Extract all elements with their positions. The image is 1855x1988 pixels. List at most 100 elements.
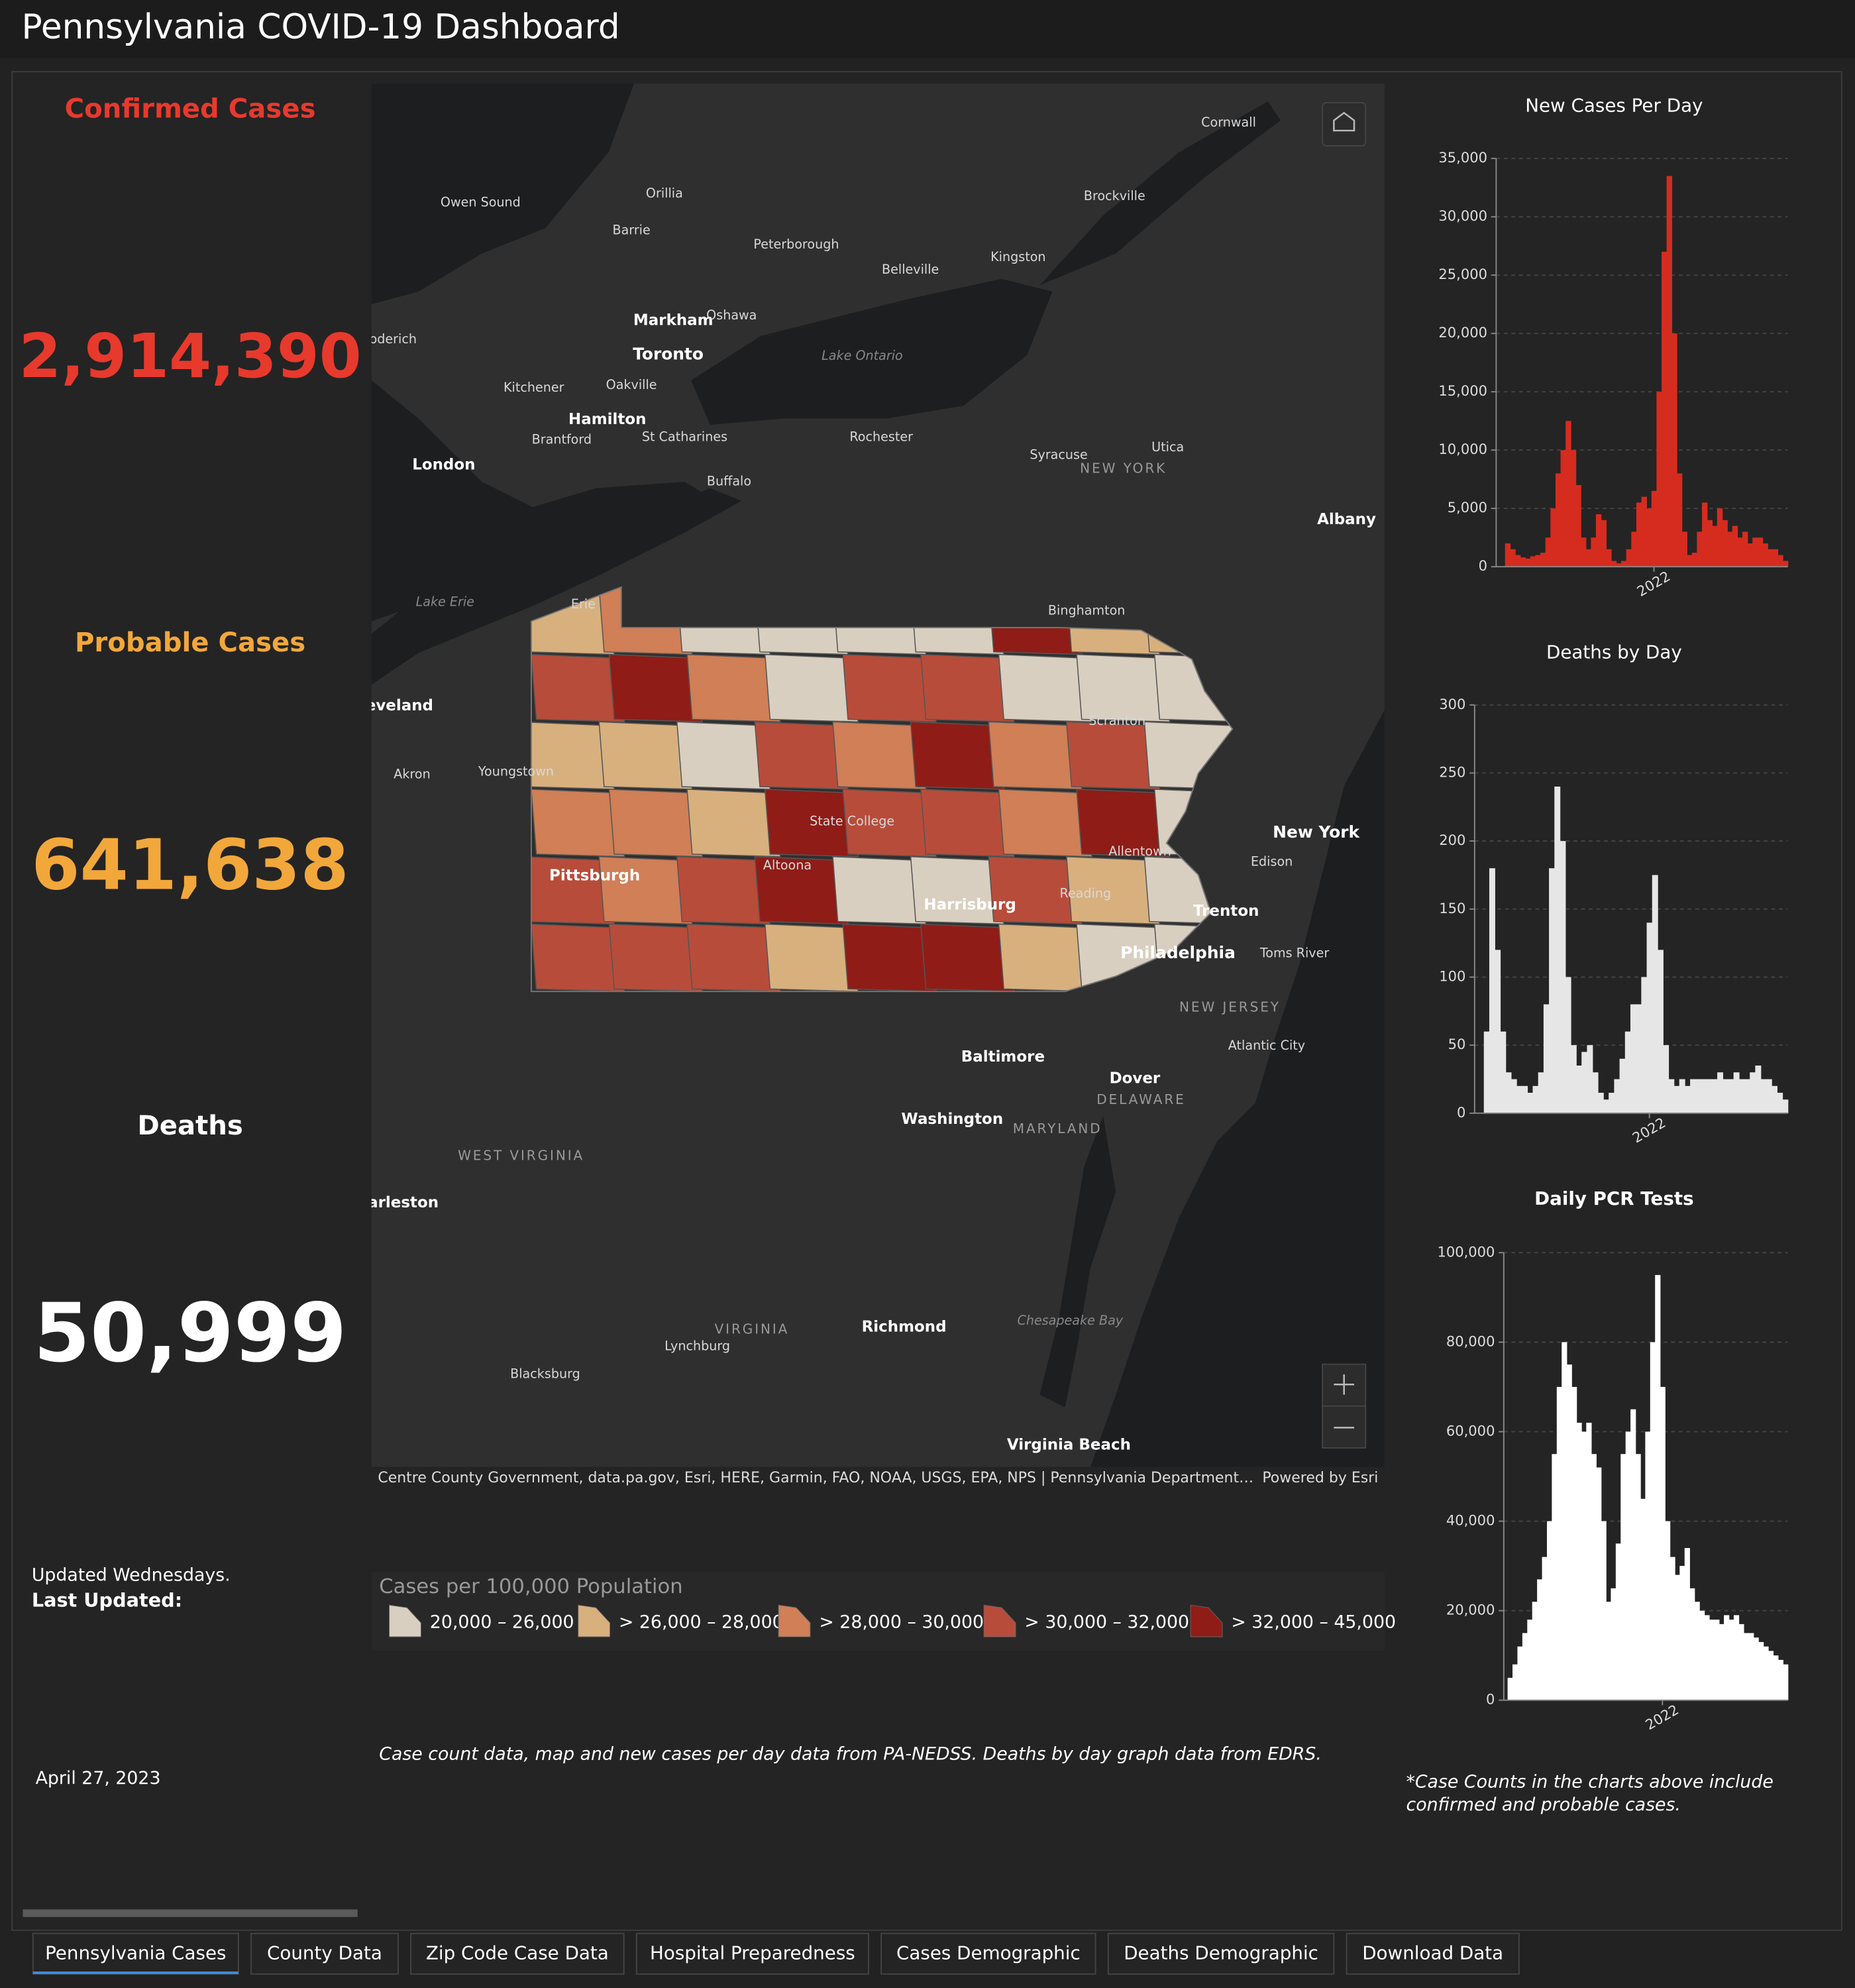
county[interactable]	[998, 923, 1092, 992]
chart-title: Daily PCR Tests	[1534, 1187, 1694, 1209]
place-label: Richmond	[862, 1319, 947, 1336]
chesapeake-bay	[1039, 1115, 1116, 1408]
bar	[1777, 555, 1783, 567]
county[interactable]	[531, 653, 625, 723]
tab[interactable]	[880, 1932, 1096, 1975]
place-label: Peterborough	[753, 237, 839, 252]
place-label: Oakville	[606, 377, 657, 392]
bar	[1684, 1085, 1691, 1113]
county[interactable]	[764, 923, 859, 992]
bar	[1555, 473, 1562, 567]
bar	[1530, 556, 1536, 567]
scrollbar[interactable]	[23, 1909, 358, 1917]
state-outline	[530, 586, 1234, 993]
y-tick-label: 100	[1439, 967, 1465, 984]
bar	[1591, 537, 1597, 567]
county[interactable]	[608, 653, 703, 723]
tab[interactable]	[410, 1932, 625, 1975]
bar	[1500, 1031, 1507, 1113]
legend-label: > 26,000 – 28,000	[619, 1612, 784, 1632]
bar	[1697, 531, 1703, 567]
bar	[1630, 1004, 1636, 1113]
county[interactable]	[686, 653, 781, 723]
county[interactable]	[842, 789, 937, 857]
place-label: Orillia	[646, 186, 683, 201]
county[interactable]	[764, 653, 859, 723]
y-tick-label: 50	[1448, 1036, 1466, 1052]
bar	[1655, 1275, 1661, 1700]
county[interactable]	[1076, 653, 1171, 723]
bar	[1489, 868, 1495, 1113]
county[interactable]	[842, 653, 937, 723]
county[interactable]	[920, 653, 1015, 723]
bar	[1597, 1093, 1604, 1113]
bar	[1549, 868, 1556, 1113]
y-tick-label: 200	[1439, 832, 1465, 848]
county[interactable]	[920, 789, 1015, 857]
home-button[interactable]	[1322, 102, 1367, 146]
county[interactable]	[998, 653, 1092, 723]
tab[interactable]	[1107, 1932, 1335, 1975]
county[interactable]	[686, 789, 781, 857]
bar	[1592, 1072, 1599, 1113]
chart: Daily PCR Tests 0 20,000 40,000 60,000 80,000…	[1437, 1187, 1789, 1733]
bar	[1650, 1342, 1656, 1700]
place-label: Altoona	[763, 857, 812, 873]
county[interactable]	[998, 789, 1092, 857]
bar	[1510, 549, 1516, 567]
y-tick-label: 20,000	[1446, 1602, 1495, 1618]
bar	[1699, 1610, 1705, 1700]
county[interactable]	[531, 789, 625, 857]
bar	[1560, 841, 1566, 1113]
bar	[1609, 1093, 1615, 1113]
map[interactable]: Cornwall Owen Sound Orillia Brockville Barri…	[366, 83, 1385, 1467]
county[interactable]	[764, 789, 859, 857]
place-label: Allentown	[1108, 844, 1171, 859]
county[interactable]	[531, 923, 625, 992]
bar	[1625, 1431, 1631, 1700]
bar	[1595, 514, 1602, 567]
tab[interactable]	[635, 1932, 869, 1975]
bar	[1606, 1602, 1612, 1700]
county[interactable]	[608, 789, 703, 857]
county[interactable]	[920, 923, 1015, 992]
place-label: Trenton	[1193, 903, 1259, 920]
bar	[1543, 1004, 1550, 1113]
y-tick-label: 150	[1439, 900, 1465, 916]
place-label: Barrie	[612, 223, 650, 238]
county[interactable]	[686, 923, 781, 992]
county[interactable]	[842, 923, 937, 992]
tab-label: Deaths Demographic	[1124, 1942, 1318, 1963]
bar	[1712, 525, 1718, 567]
tab-label: Hospital Preparedness	[650, 1942, 855, 1963]
tab[interactable]	[32, 1932, 239, 1975]
kpi-value: 641,638	[31, 824, 348, 905]
bar	[1514, 555, 1521, 567]
bar	[1691, 553, 1698, 567]
bar	[1676, 473, 1683, 567]
bar	[1606, 549, 1612, 567]
source-note: Case count data, map and new cases per d…	[379, 1743, 1322, 1764]
bar	[1545, 537, 1552, 567]
update-date: April 27, 2023	[36, 1768, 161, 1789]
tab[interactable]	[250, 1932, 399, 1975]
place-label: Philadelphia	[1120, 943, 1236, 962]
bar	[1722, 1079, 1729, 1113]
legend-title: Cases per 100,000 Population	[379, 1575, 682, 1598]
county[interactable]	[1076, 789, 1171, 857]
bar	[1571, 1386, 1577, 1700]
place-label: Toms River	[1259, 945, 1330, 960]
tab[interactable]	[1346, 1932, 1520, 1975]
bar	[1704, 1615, 1710, 1700]
bar	[1714, 1620, 1720, 1700]
place-label: Atlantic City	[1228, 1038, 1305, 1053]
bar	[1535, 555, 1541, 567]
bar	[1527, 1620, 1533, 1700]
county[interactable]	[608, 923, 703, 992]
tab-active-indicator	[32, 1971, 238, 1974]
place-label: Pittsburgh	[549, 867, 640, 885]
bar	[1581, 537, 1587, 567]
bar	[1711, 1079, 1718, 1113]
legend-swatch	[983, 1604, 1016, 1637]
bar	[1738, 1079, 1745, 1113]
